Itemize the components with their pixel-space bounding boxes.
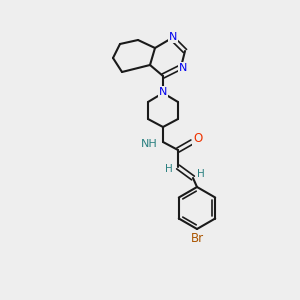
Text: N: N <box>159 87 167 97</box>
Text: N: N <box>169 32 177 42</box>
Text: Br: Br <box>190 232 204 244</box>
Text: NH: NH <box>141 139 158 149</box>
Text: O: O <box>194 133 202 146</box>
Text: H: H <box>197 169 205 179</box>
Text: H: H <box>165 164 173 174</box>
Text: N: N <box>179 63 187 73</box>
